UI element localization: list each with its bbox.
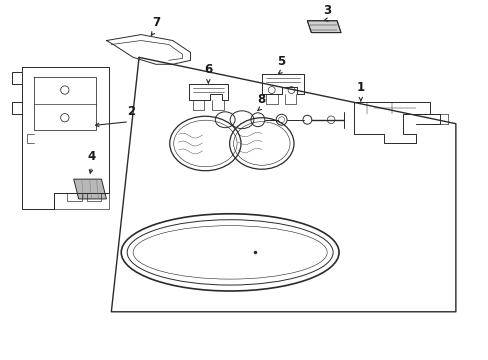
Text: 6: 6 [204,63,212,76]
Text: 8: 8 [257,93,265,106]
Text: 1: 1 [356,81,364,94]
Text: 5: 5 [277,55,285,68]
Text: 4: 4 [87,150,96,163]
Text: 2: 2 [127,105,135,118]
Polygon shape [74,179,106,199]
Text: 7: 7 [152,15,160,29]
Polygon shape [307,21,340,33]
Text: 3: 3 [323,4,330,17]
